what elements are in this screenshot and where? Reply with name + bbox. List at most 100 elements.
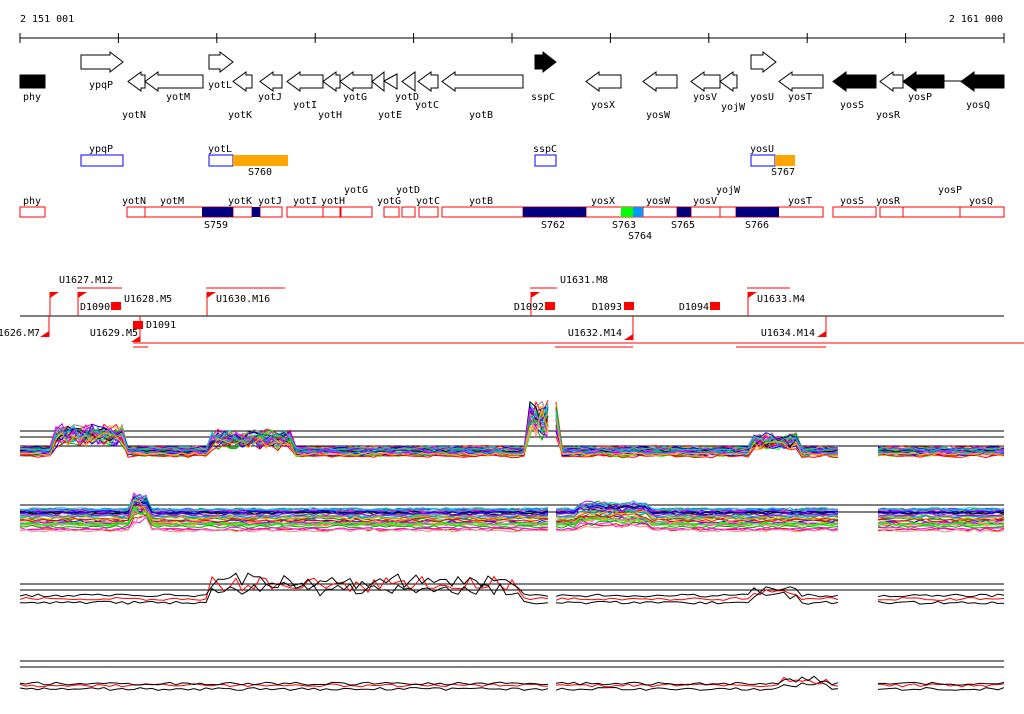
gene-arrow — [401, 71, 416, 92]
expression-line — [19, 581, 549, 605]
expression-line — [555, 681, 839, 691]
segment-gene-label: sspC — [533, 144, 557, 155]
expression-line — [20, 504, 549, 517]
flag-icon — [207, 292, 216, 298]
segment-label: S763 — [612, 220, 636, 231]
segment-gene-label: yosW — [646, 196, 671, 207]
segment-gene-label: yotG — [344, 185, 368, 196]
expression-line — [555, 676, 839, 688]
expression-line — [878, 516, 1005, 521]
expression-line — [555, 675, 839, 686]
gene-arrow — [585, 71, 622, 92]
gene-arrow — [144, 71, 204, 92]
segment-gene-label: yotN — [122, 196, 146, 207]
segment-box — [232, 206, 253, 218]
expression-line — [19, 411, 549, 451]
segment-box — [879, 206, 904, 218]
segment-box — [208, 154, 234, 167]
segment-gene-label: yotC — [416, 196, 440, 207]
segment-gene-label: yotK — [228, 196, 252, 207]
feature-label: D1094 — [679, 302, 709, 313]
feature-label: U1628.M5 — [124, 294, 172, 305]
expression-line — [19, 681, 549, 686]
coord-start: 2 151 001 — [20, 14, 74, 25]
segment-gene-label: yosU — [750, 144, 774, 155]
gene-label: yotN — [122, 110, 146, 121]
gene-label: yojW — [721, 102, 746, 113]
gene-arrow — [960, 71, 1005, 92]
segment-gene-label: yosQ — [969, 196, 993, 207]
expression-line — [877, 446, 1005, 451]
gene-arrow — [750, 50, 777, 74]
gene-label: yotL — [208, 80, 232, 91]
expression-plots — [19, 400, 1005, 691]
segment-orange — [233, 155, 288, 166]
segment-label: S759 — [204, 220, 228, 231]
expression-line — [877, 524, 1005, 529]
feature-label: U1634.M14 — [761, 328, 815, 339]
expression-line — [19, 686, 549, 691]
expression-line — [19, 575, 549, 601]
gene-arrow — [382, 73, 398, 90]
gene-label: yotB — [469, 110, 493, 121]
segment-fill — [202, 207, 233, 217]
gene-label: yotK — [228, 110, 252, 121]
gene-arrow — [441, 71, 524, 92]
expression-line — [555, 419, 839, 450]
expression-line — [877, 596, 1005, 601]
segment-gene-label: yotH — [321, 196, 345, 207]
expression-line — [19, 515, 549, 533]
segment-box — [322, 206, 341, 218]
segment-fill — [252, 207, 260, 217]
gene-arrow — [339, 71, 373, 92]
segment-fill — [677, 207, 691, 217]
gene-arrow — [534, 50, 557, 74]
segment-box — [418, 206, 439, 218]
expression-line — [555, 430, 839, 451]
gene-arrow — [832, 71, 877, 92]
expression-line — [555, 410, 839, 451]
gene-arrow — [719, 71, 738, 92]
gene-label: yosS — [840, 100, 864, 111]
expression-line — [877, 454, 1005, 459]
expression-line — [555, 516, 839, 527]
gene-arrow — [778, 71, 824, 92]
gene-label: yotE — [378, 110, 402, 121]
expression-line — [555, 417, 839, 457]
expression-line — [555, 417, 839, 454]
gene-arrow — [80, 50, 124, 74]
gene-label: yosT — [788, 92, 812, 103]
expression-line — [19, 504, 549, 523]
feature-label: D1090 — [80, 302, 110, 313]
segment-box — [832, 206, 877, 218]
segment-box — [534, 154, 557, 167]
segment-gene-label: yotJ — [258, 196, 282, 207]
expression-line — [19, 507, 549, 526]
segment-gene-label: yosT — [788, 196, 812, 207]
gene-arrow — [127, 71, 146, 92]
expression-line — [877, 522, 1005, 527]
gene-label: sspC — [531, 92, 555, 103]
gene-label: yotI — [293, 100, 317, 111]
gene-arrow — [322, 71, 341, 92]
segment-box — [750, 154, 776, 167]
segment-orange — [775, 155, 795, 166]
gene-label: yosP — [908, 92, 932, 103]
flag-icon — [748, 292, 757, 298]
segment-gene-label: yotI — [293, 196, 317, 207]
expression-line — [556, 522, 839, 533]
segment-gene-label: yotM — [160, 196, 184, 207]
feature-block — [710, 302, 720, 310]
expression-line — [19, 404, 549, 451]
flag-icon — [40, 331, 49, 337]
gene-arrow — [259, 71, 283, 92]
gene-label: yosQ — [966, 100, 990, 111]
segment-track-2: phy yotN yotM yotK yotJ yotI yotHyotGyotGyotDy… — [19, 185, 1005, 242]
expression-line — [877, 686, 1005, 691]
segment-box — [383, 206, 400, 218]
gene-label: yosV — [693, 92, 717, 103]
feature-label: U1633.M4 — [757, 294, 805, 305]
segment-box — [690, 206, 721, 218]
